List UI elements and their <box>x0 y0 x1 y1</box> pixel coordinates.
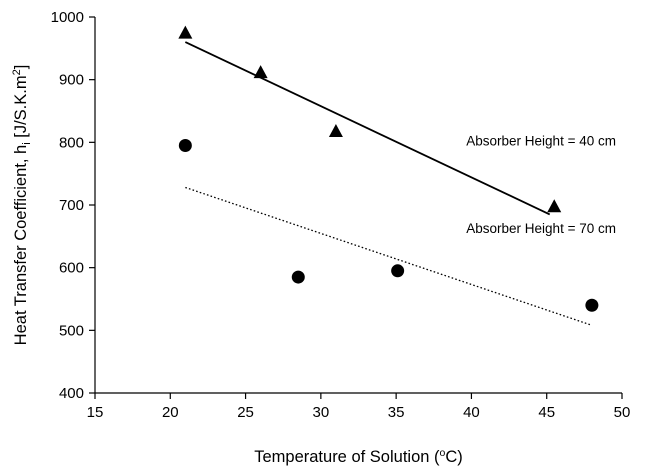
axes: 15 20 25 30 35 40 45 50 400 500 600 700 800 900 1000 <box>51 9 631 421</box>
annotation-label: Absorber Height = 40 cm <box>466 133 616 148</box>
trendlines <box>184 41 593 326</box>
x-axis-title-main: Temperature of Solution ( <box>254 448 440 466</box>
x-tick-label: 45 <box>538 404 555 421</box>
y-axis-title-tail: ] <box>12 65 30 70</box>
x-tick-label: 25 <box>237 404 254 421</box>
y-axis-title-subscript: i <box>21 142 33 144</box>
x-tick-label: 40 <box>463 404 480 421</box>
y-tick-label: 400 <box>59 385 84 402</box>
circle-marker <box>391 264 405 278</box>
x-tick-label: 15 <box>87 404 104 421</box>
trendline-dotted <box>185 186 593 326</box>
triangle-marker <box>547 199 562 213</box>
annotation-label: Absorber Height = 70 cm <box>466 221 616 236</box>
triangle-marker <box>253 65 268 79</box>
x-axis-title: Temperature of Solution (oC) <box>254 447 463 466</box>
y-tick-label: 900 <box>59 72 84 89</box>
y-axis-title: Heat Transfer Coefficient, hi [J/S.K.m2] <box>11 65 33 346</box>
y-axis-title-mid: [J/S.K.m <box>12 75 30 142</box>
y-tick-label: 700 <box>59 197 84 214</box>
x-tick-label: 20 <box>162 404 179 421</box>
circle-marker <box>585 298 599 312</box>
annotations: Absorber Height = 40 cm Absorber Height =… <box>466 133 616 236</box>
y-axis-title-superscript: 2 <box>11 69 23 75</box>
x-tick-label: 35 <box>388 404 405 421</box>
y-tick-label: 600 <box>59 260 84 277</box>
x-tick-label: 30 <box>313 404 330 421</box>
y-axis-ticks: 400 500 600 700 800 900 1000 <box>51 9 95 402</box>
y-tick-label: 800 <box>59 134 84 151</box>
x-tick-label: 50 <box>614 404 631 421</box>
circle-marker <box>178 138 192 152</box>
triangle-marker <box>178 25 193 39</box>
y-tick-label: 500 <box>59 322 84 339</box>
y-tick-label: 1000 <box>51 9 84 26</box>
trendline-solid <box>184 41 551 216</box>
circle-marker <box>291 270 305 284</box>
triangle-marker <box>328 124 343 138</box>
x-axis-ticks: 15 20 25 30 35 40 45 50 <box>87 393 631 421</box>
x-axis-title-superscript: o <box>440 447 446 459</box>
y-axis-title-main: Heat Transfer Coefficient, h <box>12 145 30 346</box>
data-markers <box>178 25 599 312</box>
x-axis-title-tail: C) <box>445 448 462 466</box>
